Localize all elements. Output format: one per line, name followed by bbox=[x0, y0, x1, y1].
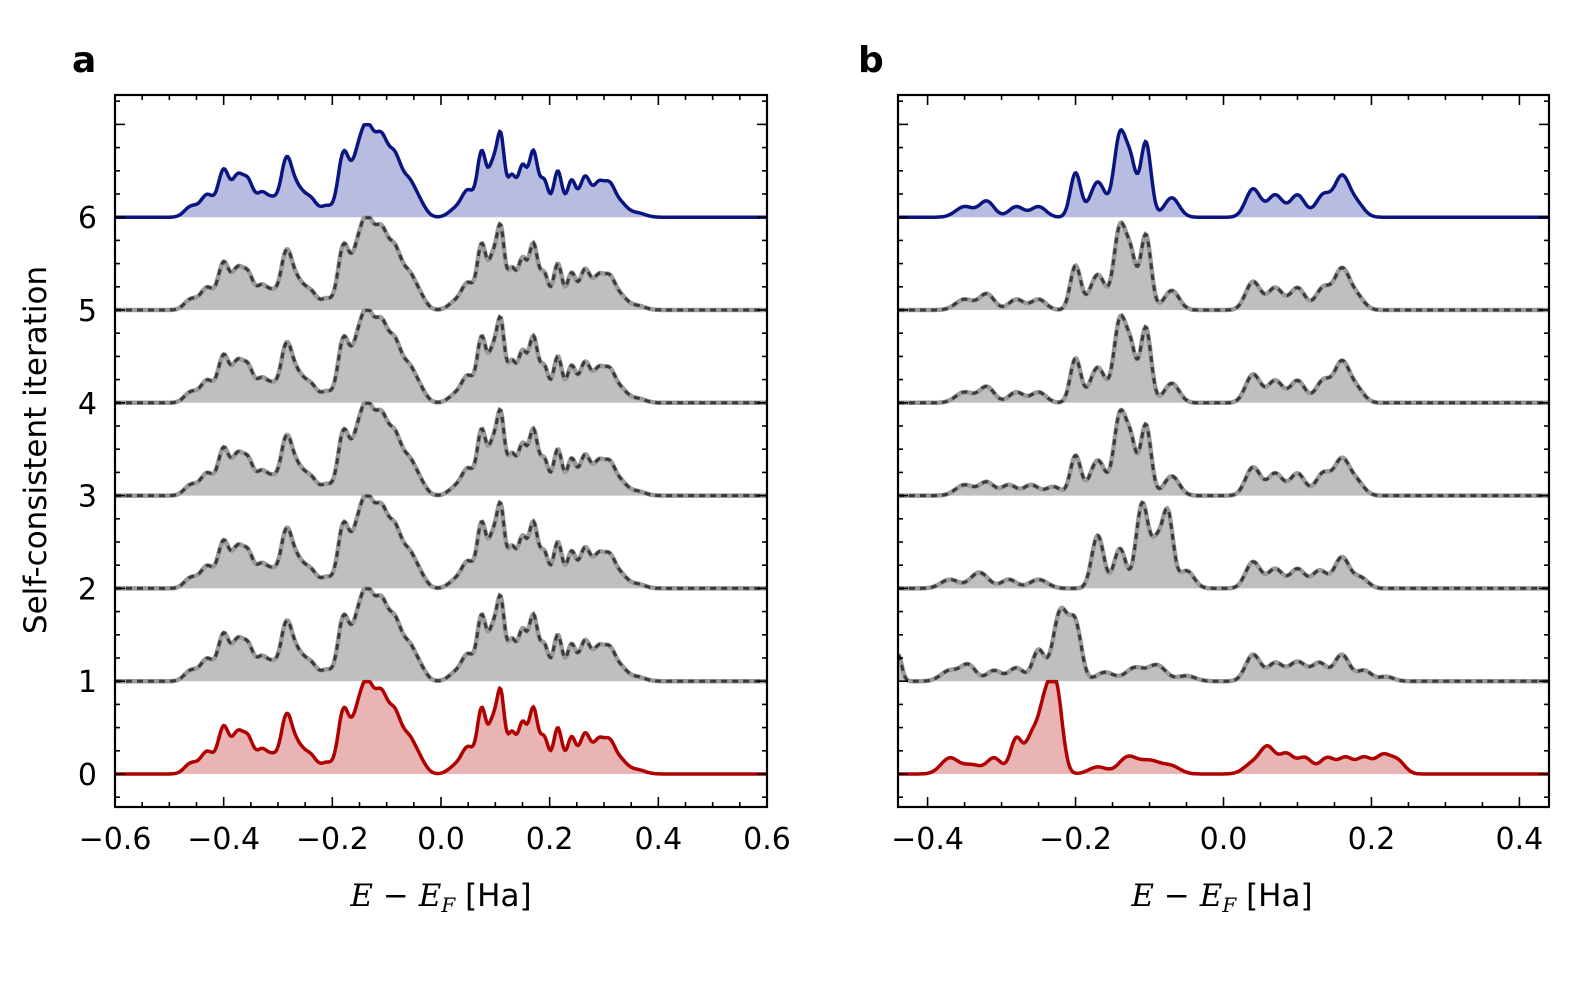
axes-frame-b bbox=[896, 93, 1551, 809]
x-tick-label: 0.2 bbox=[1348, 822, 1396, 857]
x-tick-label: 0.4 bbox=[634, 822, 682, 857]
x-axis-label-b-unit: [Ha] bbox=[1236, 878, 1312, 914]
series-a-iter-4 bbox=[115, 308, 767, 406]
series-line-under bbox=[898, 312, 1549, 406]
series-line bbox=[115, 401, 767, 498]
x-tick-label: 0.6 bbox=[743, 822, 791, 857]
series-fill bbox=[898, 681, 1549, 774]
y-tick-label: 5 bbox=[78, 294, 97, 329]
series-a-iter-3 bbox=[115, 400, 767, 498]
panel-b: −0.4 −0.2 0.0 0.2 0.4 bbox=[891, 93, 1551, 857]
series-b-iter-2 bbox=[898, 500, 1549, 591]
series-line bbox=[898, 127, 1549, 219]
x-axis-label-a-sub: F bbox=[440, 893, 456, 917]
series-fill bbox=[115, 681, 767, 774]
y-axis-label: Self-consistent iteration bbox=[18, 266, 54, 634]
series-line bbox=[115, 679, 767, 776]
series-line bbox=[898, 408, 1549, 498]
plot-area-b bbox=[898, 127, 1549, 776]
x-axis-label-b-math: E − E bbox=[1130, 878, 1222, 914]
series-line-under bbox=[898, 407, 1549, 498]
series-line bbox=[898, 220, 1549, 312]
x-axis-label-a: E − EF [Ha] bbox=[349, 878, 531, 917]
y-tick-label: 1 bbox=[78, 665, 97, 700]
series-line bbox=[115, 308, 767, 405]
x-tick-label: 0.2 bbox=[526, 822, 574, 857]
panel-label-b: b bbox=[858, 40, 884, 81]
series-fill bbox=[115, 496, 767, 589]
x-tick-label: 0.0 bbox=[1200, 822, 1248, 857]
series-fill bbox=[898, 222, 1549, 310]
series-fill bbox=[115, 217, 767, 310]
x-axis-label-b: E − EF [Ha] bbox=[1130, 878, 1312, 917]
series-line bbox=[115, 494, 767, 590]
series-fill bbox=[115, 403, 767, 496]
series-b-iter-0 bbox=[898, 679, 1549, 776]
y-tick-label: 3 bbox=[78, 480, 97, 515]
x-tick-label: −0.2 bbox=[1039, 822, 1112, 857]
series-a-iter-6 bbox=[115, 123, 767, 219]
panel-a: −0.6 −0.4 −0.2 0.0 0.2 0.4 0.6 0 1 2 3 4 5 6 bbox=[78, 93, 791, 857]
y-tick-label: 4 bbox=[78, 387, 97, 422]
x-tick-label: −0.2 bbox=[296, 822, 369, 857]
x-tick-label: 0.4 bbox=[1496, 822, 1544, 857]
series-line bbox=[115, 587, 767, 683]
series-fill bbox=[898, 502, 1549, 589]
y-tick-label: 0 bbox=[78, 758, 97, 793]
series-line bbox=[115, 216, 767, 312]
x-axis-label-a-unit: [Ha] bbox=[455, 878, 531, 914]
series-fill bbox=[898, 410, 1549, 496]
x-tick-label: −0.4 bbox=[891, 822, 964, 857]
series-line bbox=[115, 123, 767, 219]
series-a-iter-0 bbox=[115, 679, 767, 776]
series-b-iter-1 bbox=[898, 605, 1549, 684]
x-tick-label: −0.4 bbox=[187, 822, 260, 857]
series-line bbox=[898, 679, 1549, 776]
x-tick-label: 0.0 bbox=[417, 822, 465, 857]
series-b-iter-4 bbox=[898, 312, 1549, 406]
series-a-iter-5 bbox=[115, 215, 767, 313]
x-axis-label-b-sub: F bbox=[1221, 893, 1237, 917]
series-line bbox=[898, 500, 1549, 590]
series-fill bbox=[115, 310, 767, 403]
series-fill bbox=[115, 588, 767, 682]
series-line-under bbox=[898, 500, 1549, 591]
series-b-iter-6 bbox=[898, 127, 1549, 219]
panel-label-a: a bbox=[72, 40, 96, 81]
series-b-iter-5 bbox=[898, 220, 1549, 313]
x-tick-label: −0.6 bbox=[79, 822, 152, 857]
series-fill bbox=[898, 607, 1549, 682]
series-line bbox=[898, 313, 1549, 405]
plot-area-a bbox=[115, 123, 767, 776]
series-fill bbox=[115, 124, 767, 218]
x-axis-label-a-math: E − E bbox=[349, 878, 441, 914]
series-a-iter-1 bbox=[115, 586, 767, 684]
y-tick-label: 6 bbox=[78, 201, 97, 236]
series-line bbox=[898, 606, 1549, 683]
y-tick-label: 2 bbox=[78, 572, 97, 607]
series-a-iter-2 bbox=[115, 493, 767, 591]
series-b-iter-3 bbox=[898, 407, 1549, 498]
series-line-under bbox=[898, 220, 1549, 313]
series-fill bbox=[898, 129, 1549, 218]
series-fill bbox=[898, 315, 1549, 403]
